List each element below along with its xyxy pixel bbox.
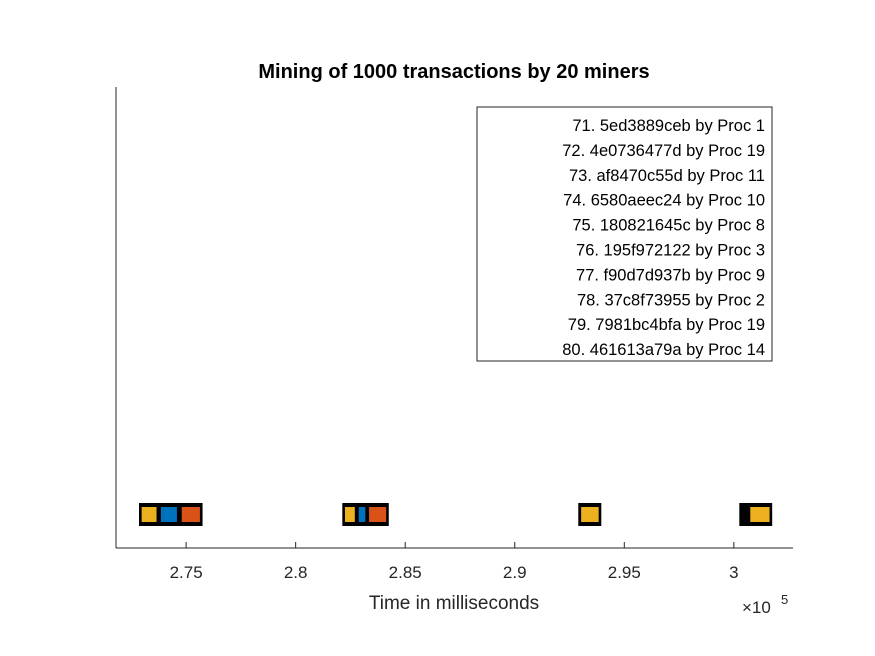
x-tick-label: 2.95 [608,563,641,582]
block-segment [750,507,770,522]
legend-entry: 73. af8470c55d by Proc 11 [569,167,765,185]
legend-entry: 75. 180821645c by Proc 8 [572,217,765,235]
legend: 71. 5ed3889ceb by Proc 1 72. 4e0736477d b… [476,106,773,362]
legend-box [476,106,773,362]
legend-entry: 76. 195f972122 by Proc 3 [576,242,765,260]
x-tick-label: 2.85 [389,563,422,582]
block-segment [358,507,366,522]
chart-title: Mining of 1000 transactions by 20 miners [258,61,649,83]
block-segment [581,507,599,522]
x-tick-label: 3 [729,563,738,582]
mined-block [578,503,602,526]
x-exponent-power: 5 [781,592,788,607]
block-segment [181,507,200,522]
mined-block [342,503,389,526]
block-segment [160,507,177,522]
x-axis-exponent: ×10 5 [742,592,788,617]
legend-entry: 80. 461613a79a by Proc 14 [562,341,765,359]
legend-entry: 74. 6580aeec24 by Proc 10 [563,192,765,210]
block-segment [141,507,157,522]
x-tick-label: 2.75 [170,563,203,582]
block-segment [369,507,387,522]
legend-entry: 72. 4e0736477d by Proc 19 [562,142,765,160]
plot-area: 2.75 2.8 2.85 2.9 2.95 3 [115,87,793,582]
legend-entry: 71. 5ed3889ceb by Proc 1 [572,117,765,135]
x-axis-label: Time in milliseconds [369,593,539,614]
mined-block [739,503,773,526]
legend-entry: 79. 7981bc4bfa by Proc 19 [568,316,765,334]
legend-entry: 78. 37c8f73955 by Proc 2 [577,291,765,309]
x-axis-ticks: 2.75 2.8 2.85 2.9 2.95 3 [170,542,739,582]
x-tick-label: 2.9 [503,563,527,582]
x-tick-label: 2.8 [284,563,308,582]
legend-entries: 71. 5ed3889ceb by Proc 1 72. 4e0736477d b… [562,117,765,359]
block-segment [344,507,355,522]
x-exponent-base: ×10 [742,598,771,617]
legend-entry: 77. f90d7d937b by Proc 9 [576,266,765,284]
mined-blocks [139,503,773,526]
mined-block [139,503,203,526]
